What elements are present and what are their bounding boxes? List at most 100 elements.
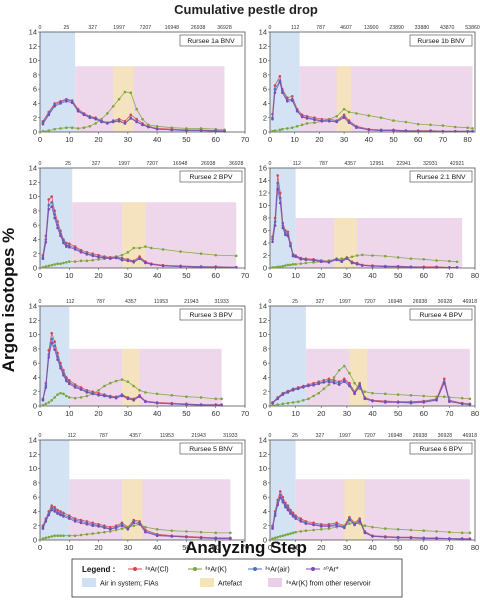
- data-point-ar40: [409, 266, 413, 269]
- data-point-ar40: [300, 115, 304, 119]
- data-point-k: [396, 527, 400, 531]
- data-point-ar40: [371, 264, 374, 268]
- data-point-ar40: [220, 403, 223, 407]
- data-point-k: [47, 129, 51, 132]
- data-point-k: [312, 261, 315, 264]
- top-tick-label: 7207: [364, 299, 376, 305]
- x-tick-label: 0: [268, 409, 272, 418]
- data-point-k: [296, 400, 300, 404]
- panel-name-box: [409, 308, 473, 321]
- panel-name: Rursee 2 BPV: [189, 174, 233, 181]
- plot-frame: [39, 31, 246, 133]
- data-point-ar40: [320, 119, 324, 123]
- data-point-k: [273, 536, 277, 540]
- data-point-ar40: [284, 505, 287, 509]
- x-tick-label: 30: [124, 271, 132, 280]
- data-point-k: [41, 129, 45, 133]
- panel-name-box: [409, 34, 473, 47]
- data-point-ar40: [138, 257, 141, 261]
- data-point-ar40: [94, 117, 97, 121]
- data-point-ar40: [82, 113, 86, 117]
- data-point-k: [62, 534, 65, 538]
- data-point-ar40: [56, 358, 59, 361]
- y-tick-label: 8: [263, 214, 267, 223]
- data-point-k: [170, 126, 174, 130]
- data-point-ar40: [371, 399, 374, 403]
- top-tick-label: 0: [39, 25, 42, 31]
- legend-marker-3: [311, 567, 315, 571]
- data-point-ar40: [379, 129, 383, 132]
- data-point-ar40: [289, 244, 292, 248]
- data-point-k: [396, 393, 400, 396]
- data-point-ar40: [111, 120, 115, 124]
- data-point-k: [281, 127, 284, 131]
- top-tick-label: 43870: [440, 25, 455, 31]
- data-point-k: [322, 387, 326, 391]
- data-point-k: [120, 378, 124, 381]
- data-point-k: [327, 527, 331, 530]
- data-point-k: [342, 107, 346, 111]
- data-point-ar40: [199, 129, 203, 132]
- data-point-k: [281, 264, 285, 268]
- x-tick-label: 60: [212, 135, 220, 144]
- y-tick-label: 12: [259, 450, 267, 459]
- data-point-ar40: [286, 391, 290, 394]
- data-point-k: [276, 265, 279, 269]
- data-point-k: [161, 248, 165, 251]
- legend-series-label: ⁴⁰Ar*: [323, 566, 339, 574]
- data-point-k: [273, 266, 277, 269]
- data-point-ar40: [67, 517, 71, 520]
- y-tick-label: 12: [259, 189, 267, 198]
- top-tick-label: 25: [63, 25, 69, 31]
- x-tick-label: 40: [368, 543, 376, 552]
- top-tick-label: 112: [291, 25, 299, 31]
- x-tick-label: 40: [153, 409, 161, 418]
- data-point-k: [129, 91, 133, 95]
- data-point-air: [50, 506, 54, 510]
- data-point-ar40: [299, 257, 303, 261]
- data-point-ar40: [108, 527, 112, 531]
- data-point-ar40: [97, 525, 100, 528]
- x-tick-label: 10: [291, 271, 299, 280]
- legend-marker-0: [133, 567, 137, 571]
- y-axis-title: Argon isotopes %: [0, 228, 18, 373]
- y-tick-label: 2: [33, 521, 37, 530]
- data-point-ar40: [91, 524, 95, 528]
- data-point-k: [384, 392, 387, 396]
- data-point-ar40: [348, 384, 351, 388]
- x-tick-label: 30: [343, 271, 351, 280]
- y-tick-label: 4: [263, 239, 267, 248]
- data-point-ar40: [185, 129, 188, 132]
- x-axis-title: Analyzing Step: [185, 538, 307, 557]
- x-tick-label: 20: [317, 271, 325, 280]
- data-point-k: [135, 107, 138, 111]
- data-point-ar40: [53, 510, 56, 513]
- data-point-ar40: [79, 250, 83, 254]
- data-point-k: [199, 252, 203, 256]
- data-point-ar40: [358, 384, 361, 388]
- data-point-ar40: [335, 524, 338, 528]
- plot-frame: [39, 305, 246, 407]
- data-point-ar40: [85, 253, 89, 256]
- data-point-ar40: [435, 537, 438, 540]
- y-tick-label: 4: [33, 235, 37, 244]
- top-tick-label: 31933: [223, 433, 238, 439]
- data-point-k: [155, 392, 159, 396]
- figure-title: Cumulative pestle drop: [174, 2, 318, 17]
- x-tick-label: 70: [241, 409, 249, 418]
- data-point-k: [138, 246, 141, 250]
- data-point-ar40: [312, 259, 315, 262]
- data-point-ar40: [422, 266, 426, 269]
- y-tick-label: 14: [259, 436, 267, 445]
- y-tick-label: 6: [263, 85, 267, 94]
- data-point-k: [347, 110, 351, 114]
- top-tick-label: 25: [292, 299, 298, 305]
- data-point-k: [59, 127, 62, 130]
- data-point-k: [65, 126, 68, 130]
- top-tick-label: 26938: [201, 161, 216, 167]
- data-point-ar40: [199, 265, 203, 269]
- data-point-k: [185, 127, 188, 130]
- x-tick-label: 80: [471, 271, 479, 280]
